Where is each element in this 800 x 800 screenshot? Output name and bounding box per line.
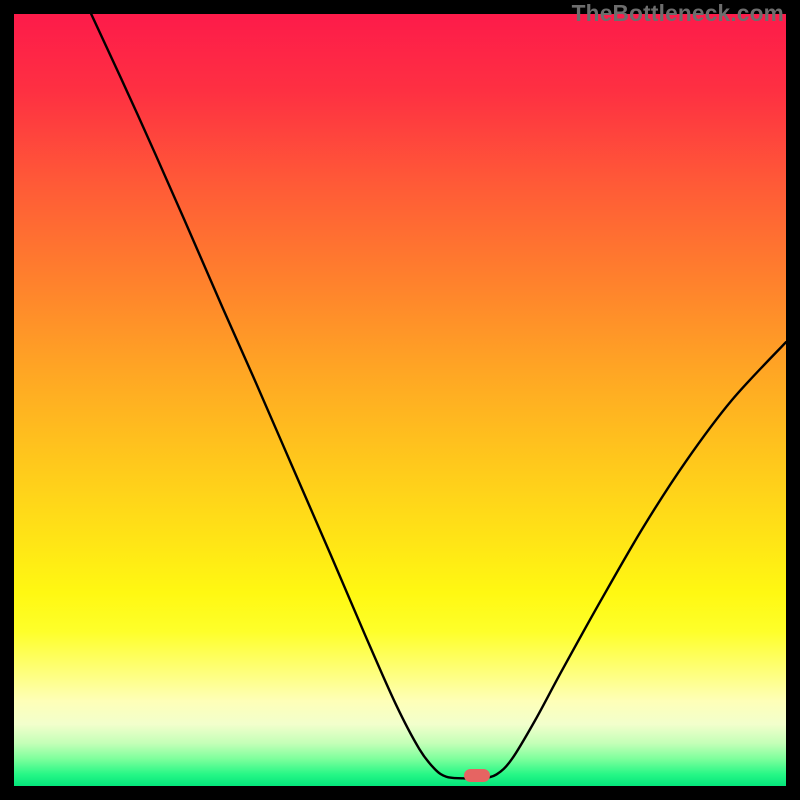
optimal-marker	[464, 769, 490, 782]
bottleneck-curve	[14, 14, 786, 786]
watermark-text: TheBottleneck.com	[572, 0, 784, 27]
plot-area	[14, 14, 786, 786]
